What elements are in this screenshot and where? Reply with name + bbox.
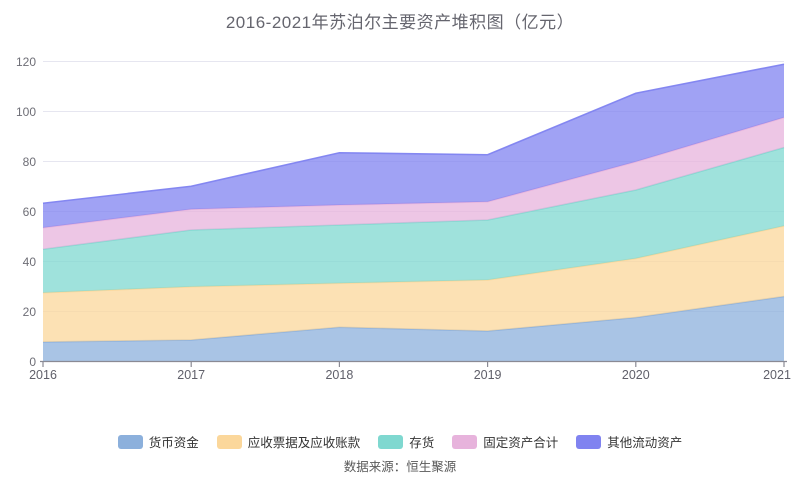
series-area-3 [43, 147, 784, 293]
legend-swatch-4 [452, 434, 478, 449]
x-axis-label-2021: 2021 [763, 368, 791, 382]
legend-item-4[interactable]: 固定资产合计 [452, 432, 558, 451]
y-axis-label-100: 100 [15, 104, 36, 119]
legend-label-1: 货币资金 [148, 436, 199, 450]
legend-label-3: 存货 [409, 436, 435, 450]
x-axis-label-2018: 2018 [325, 368, 354, 382]
y-axis-label-0: 0 [29, 354, 36, 369]
data-source-note: 数据来源：恒生聚源 [343, 460, 457, 474]
y-axis-label-120: 120 [15, 54, 36, 69]
legend-swatch-3 [378, 434, 404, 449]
series-area-5 [43, 64, 784, 228]
x-axis-label-2016: 2016 [29, 368, 57, 382]
legend-label-2: 应收票据及应收账款 [247, 436, 361, 450]
series-area-1 [43, 296, 784, 362]
series-area-4 [43, 117, 784, 250]
x-axis-label-2020: 2020 [621, 368, 650, 382]
series-line-5 [42, 63, 785, 205]
legend-item-2[interactable]: 应收票据及应收账款 [216, 432, 361, 451]
chart-title: 2016-2021年苏泊尔主要资产堆积图（亿元） [225, 13, 575, 32]
x-axis-label-2017: 2017 [177, 368, 206, 382]
series-area-2 [43, 226, 784, 342]
y-axis-label-80: 80 [22, 154, 36, 169]
legend-swatch-5 [576, 434, 602, 449]
legend-swatch-1 [117, 434, 143, 449]
legend-label-5: 其他流动资产 [607, 436, 683, 450]
legend-swatch-2 [216, 434, 242, 449]
legend-label-4: 固定资产合计 [483, 436, 559, 450]
legend: 货币资金 应收票据及应收账款 存货 固定资产合计 其他流动资产 [0, 432, 800, 451]
legend-item-1[interactable]: 货币资金 [117, 432, 199, 451]
x-axis-label-2019: 2019 [473, 368, 502, 382]
y-axis-label-20: 20 [22, 304, 36, 319]
legend-item-5[interactable]: 其他流动资产 [576, 432, 682, 451]
y-axis-label-40: 40 [22, 254, 36, 269]
y-axis-label-60: 60 [22, 204, 36, 219]
legend-item-3[interactable]: 存货 [378, 432, 434, 451]
